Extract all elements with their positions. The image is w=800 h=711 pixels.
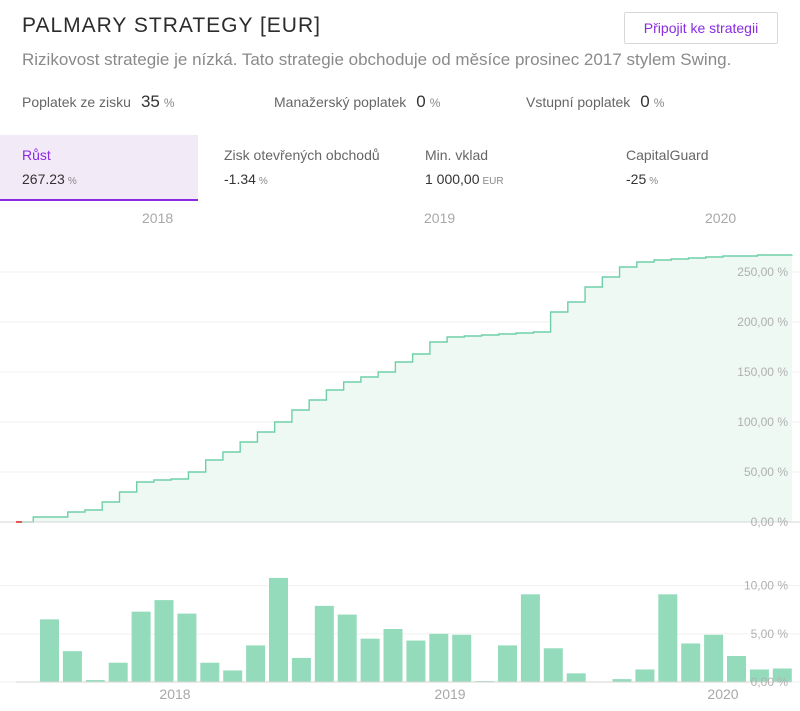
area-y-tick-label: 200,00 % [737,315,788,329]
monthly-bar [429,633,449,682]
area-y-tick-label: 250,00 % [737,265,788,279]
bar-y-tick-label: 0,00 % [751,675,789,689]
monthly-bar [85,680,105,682]
tab-growth-value: 267.23 [22,171,65,187]
top-year-label: 2020 [705,210,737,226]
bar-y-tick-label: 5,00 % [751,627,789,641]
area-y-tick-label: 100,00 % [737,415,788,429]
growth-line [16,254,793,523]
stats-tabs: Růst 267.23% Zisk otevřených obchodů -1.… [0,135,800,201]
monthly-bar [246,645,266,682]
area-y-tick-label: 0,00 % [751,515,789,529]
bar-x-tick-label: 2018 [159,686,190,702]
tab-min-deposit-value: 1 000,00 [425,171,480,187]
monthly-bar [772,668,792,682]
monthly-bar [406,640,426,682]
top-year-label: 2018 [142,210,174,226]
monthly-bar [452,634,472,682]
tab-capitalguard-label: CapitalGuard [626,147,709,163]
monthly-bar [543,648,563,682]
strategy-description: Rizikovost strategie je nízká. Tato stra… [22,50,732,69]
fee-entry-unit: % [653,96,665,110]
fee-management-value: 0 [416,92,426,111]
monthly-bar [658,594,678,682]
monthly-bar [131,611,151,682]
tab-growth-label: Růst [22,147,51,163]
tab-open-profit-label: Zisk otevřených obchodů [224,147,380,163]
monthly-bar [177,613,197,682]
monthly-bar [681,643,701,682]
monthly-bar [154,600,174,682]
tab-min-deposit[interactable]: Min. vklad 1 000,00 EUR [425,135,504,201]
fee-profit: Poplatek ze zisku 35 % [22,92,175,112]
fee-entry-value: 0 [640,92,650,111]
monthly-bar [520,594,540,682]
fee-management: Manažerský poplatek 0 % [274,92,440,112]
monthly-bar [40,619,59,682]
area-y-tick-label: 150,00 % [737,365,788,379]
monthly-bar [269,577,288,682]
fee-profit-unit: % [163,96,175,110]
fee-management-label: Manažerský poplatek [274,94,407,110]
bar-x-tick-label: 2020 [707,686,738,702]
monthly-bar [704,634,724,682]
monthly-bar [314,605,334,682]
monthly-bar [498,645,517,682]
monthly-bar [200,662,220,682]
monthly-bar [223,670,243,682]
area-y-tick-label: 50,00 % [744,465,788,479]
monthly-bar [291,657,311,682]
tab-min-deposit-unit: EUR [482,176,504,187]
top-year-label: 2019 [424,210,456,226]
tab-capitalguard[interactable]: CapitalGuard -25% [626,135,709,201]
tab-capitalguard-unit: % [649,176,659,187]
monthly-bar [383,629,403,682]
monthly-bar [62,651,82,682]
monthly-bar [566,673,586,682]
tab-open-profit[interactable]: Zisk otevřených obchodů -1.34% [224,135,380,201]
tab-capitalguard-value: -25 [626,171,647,187]
tab-growth[interactable]: Růst 267.23% [0,135,198,201]
strategy-title: PALMARY STRATEGY [EUR] [22,14,321,37]
fee-profit-value: 35 [140,92,160,111]
monthly-bar [360,638,380,682]
tab-growth-unit: % [67,176,77,187]
bar-x-tick-label: 2019 [434,686,465,702]
tab-open-profit-value: -1.34 [224,171,256,187]
tab-open-profit-unit: % [258,176,268,187]
monthly-bar [727,655,746,682]
tab-min-deposit-label: Min. vklad [425,147,489,163]
fee-entry: Vstupní poplatek 0 % [526,92,664,112]
monthly-bar [749,669,769,682]
monthly-bar [108,662,128,682]
monthly-bar [337,614,357,682]
monthly-bar [635,669,655,682]
bar-y-tick-label: 10,00 % [744,579,788,593]
fee-management-unit: % [429,96,441,110]
fee-entry-label: Vstupní poplatek [526,94,631,110]
fee-profit-label: Poplatek ze zisku [22,94,131,110]
fees-row: Poplatek ze zisku 35 % Manažerský poplat… [0,92,800,114]
growth-area-fill [16,254,792,522]
join-strategy-button[interactable]: Připojit ke strategii [624,12,778,44]
monthly-bar [612,679,632,682]
